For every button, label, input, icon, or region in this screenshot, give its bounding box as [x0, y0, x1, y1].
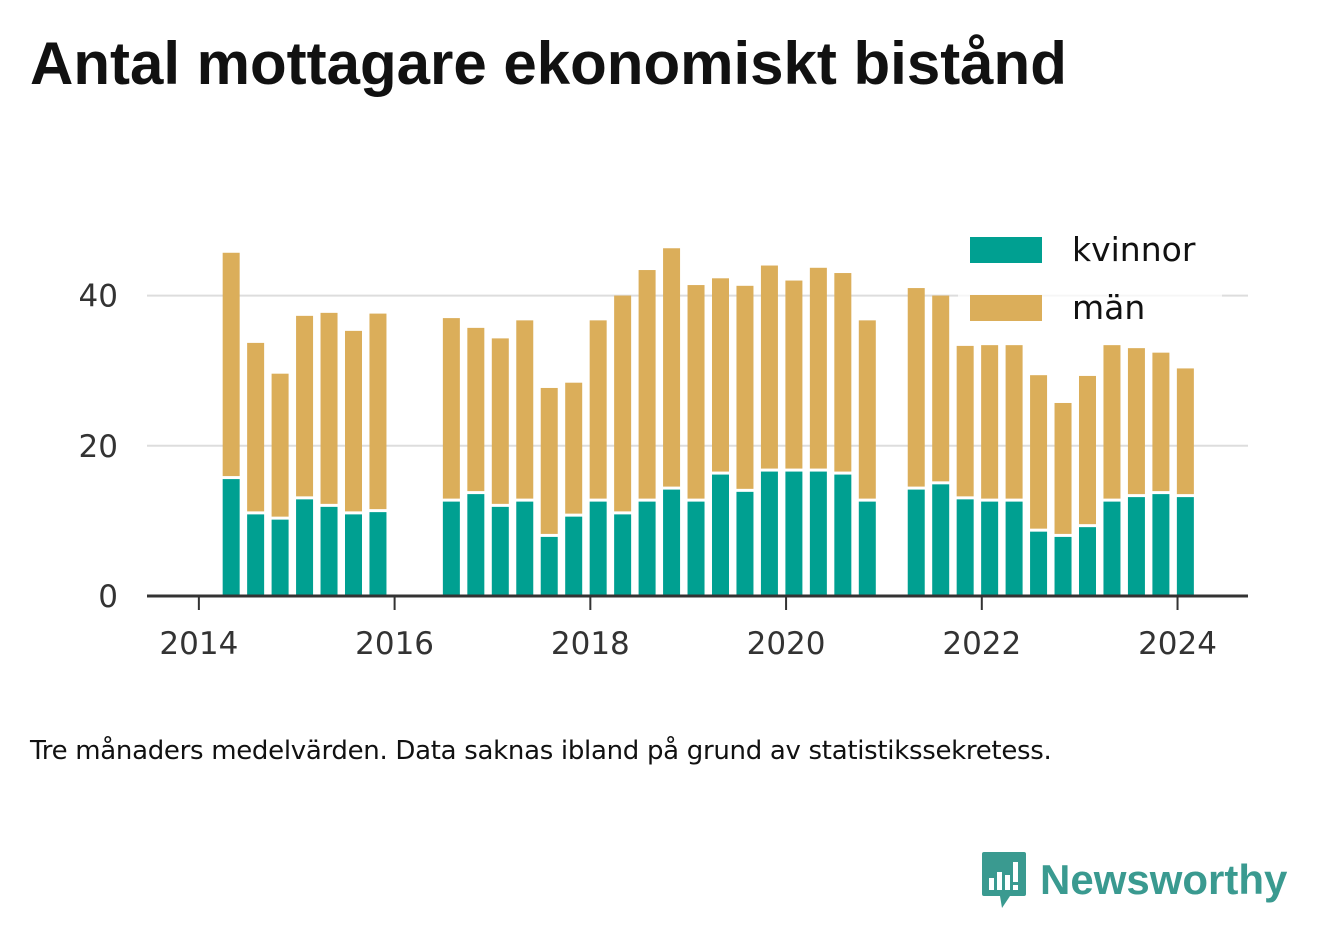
bar-man	[1127, 348, 1145, 495]
x-tick-label: 2014	[159, 626, 238, 662]
bar-man	[1030, 375, 1048, 529]
bar-man	[296, 315, 314, 497]
bar-kvinnor	[785, 471, 803, 596]
bar-kvinnor	[760, 471, 778, 596]
bar-kvinnor	[1176, 497, 1194, 596]
x-tick-label: 2018	[551, 626, 630, 662]
y-tick-label: 20	[79, 429, 118, 465]
bar-man	[736, 285, 754, 489]
bar-man	[369, 313, 387, 510]
bar-kvinnor	[296, 499, 314, 596]
legend-swatch-man	[970, 295, 1042, 321]
bar-man	[907, 288, 925, 487]
bars	[222, 248, 1194, 596]
bar-man	[614, 295, 632, 512]
bar-man	[320, 312, 338, 504]
x-tick-label: 2022	[942, 626, 1021, 662]
bar-man	[540, 387, 558, 534]
bar-kvinnor	[344, 514, 362, 596]
bar-man	[491, 338, 509, 504]
bar-man	[589, 320, 607, 499]
bar-kvinnor	[491, 506, 509, 596]
bar-kvinnor	[711, 474, 729, 596]
bar-kvinnor	[687, 501, 705, 596]
page-title: Antal mottagare ekonomiskt bistånd	[30, 30, 1067, 97]
y-tick-label: 40	[79, 279, 118, 315]
bar-kvinnor	[540, 536, 558, 596]
bar-kvinnor	[736, 491, 754, 596]
legend-swatch-kvinnor	[970, 237, 1042, 263]
legend-label: män	[1072, 288, 1145, 327]
bar-kvinnor	[247, 514, 265, 596]
bar-man	[981, 345, 999, 499]
bar-kvinnor	[907, 489, 925, 596]
bar-man	[467, 327, 485, 492]
bar-kvinnor	[663, 489, 681, 596]
bar-man	[858, 320, 876, 499]
x-tick-label: 2020	[747, 626, 826, 662]
bar-kvinnor	[809, 471, 827, 596]
bar-man	[711, 278, 729, 472]
bar-man	[785, 280, 803, 469]
bar-kvinnor	[1054, 536, 1072, 596]
bar-kvinnor	[222, 479, 240, 596]
bar-kvinnor	[467, 494, 485, 596]
bar-kvinnor	[638, 501, 656, 596]
x-axis: 2014 2016 2018 2020 2022 2024	[147, 594, 1248, 662]
y-tick-label: 0	[98, 579, 118, 615]
bar-man	[760, 265, 778, 469]
bar-kvinnor	[589, 501, 607, 596]
bar-man	[834, 273, 852, 472]
bar-man	[1078, 375, 1096, 525]
bar-kvinnor	[932, 484, 950, 596]
bar-kvinnor	[956, 499, 974, 596]
bar-kvinnor	[981, 501, 999, 596]
bar-kvinnor	[320, 506, 338, 596]
bar-man	[1152, 352, 1170, 492]
bar-kvinnor	[1005, 501, 1023, 596]
y-axis-labels: 0 20 40	[79, 279, 118, 615]
bar-man	[1176, 368, 1194, 495]
bar-man	[1054, 402, 1072, 534]
bar-man	[663, 248, 681, 487]
bar-kvinnor	[1103, 501, 1121, 596]
legend: kvinnor män	[958, 224, 1222, 336]
bar-kvinnor	[271, 519, 289, 596]
bar-man	[956, 345, 974, 497]
newsworthy-logo-icon	[982, 852, 1026, 908]
bar-kvinnor	[1127, 497, 1145, 596]
stacked-bar-chart: 2014 2016 2018 2020 2022 2024 0 20 40 kvinnor mä…	[78, 224, 1248, 662]
bar-man	[1005, 345, 1023, 499]
bar-man	[271, 373, 289, 517]
x-tick-label: 2016	[355, 626, 434, 662]
bar-kvinnor	[369, 512, 387, 596]
bar-kvinnor	[516, 501, 534, 596]
brand-logo[interactable]: Newsworthy	[980, 848, 1287, 912]
bar-kvinnor	[1152, 494, 1170, 596]
footnote: Tre månaders medelvärden. Data saknas ib…	[30, 736, 1052, 766]
bar-man	[516, 320, 534, 499]
brand-name: Newsworthy	[1040, 856, 1288, 903]
bar-man	[1103, 345, 1121, 499]
bar-man	[344, 330, 362, 512]
bar-man	[565, 382, 583, 514]
x-tick-label: 2024	[1138, 626, 1217, 662]
bar-kvinnor	[858, 501, 876, 596]
bar-kvinnor	[565, 516, 583, 596]
bar-kvinnor	[1078, 527, 1096, 596]
bar-man	[222, 252, 240, 477]
bar-man	[687, 285, 705, 499]
bar-man	[247, 342, 265, 512]
bar-man	[809, 267, 827, 469]
bar-man	[932, 295, 950, 482]
bar-man	[442, 318, 460, 499]
bar-man	[638, 270, 656, 499]
bar-kvinnor	[614, 514, 632, 596]
legend-label: kvinnor	[1072, 230, 1196, 269]
bar-kvinnor	[442, 501, 460, 596]
bar-kvinnor	[1030, 531, 1048, 596]
bar-kvinnor	[834, 474, 852, 596]
